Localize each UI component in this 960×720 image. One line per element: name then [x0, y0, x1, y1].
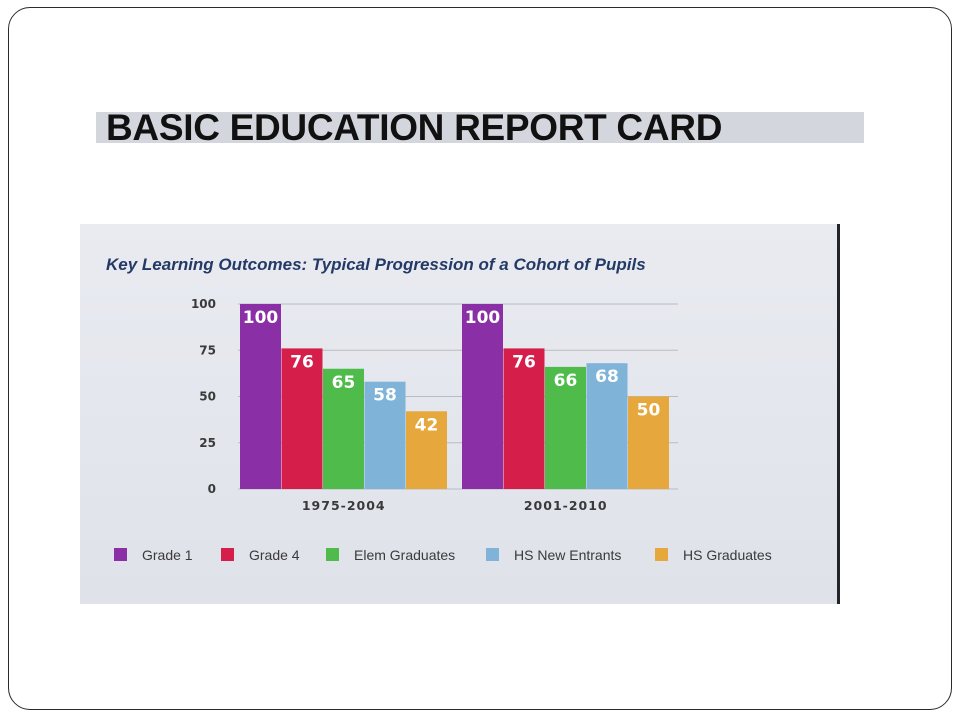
legend-swatch — [114, 548, 127, 561]
y-tick-label: 25 — [199, 436, 216, 450]
bar-value-label: 66 — [554, 371, 578, 391]
bar — [462, 304, 503, 489]
bar-value-label: 76 — [512, 352, 536, 372]
chart-image: Key Learning Outcomes: Typical Progressi… — [80, 224, 840, 604]
bar — [240, 304, 281, 489]
bar-chart: Key Learning Outcomes: Typical Progressi… — [80, 224, 837, 604]
bar — [323, 368, 364, 489]
y-tick-label: 75 — [199, 343, 216, 357]
legend-label: Grade 1 — [142, 547, 193, 563]
bar — [586, 363, 628, 489]
bar-value-label: 100 — [243, 308, 279, 328]
slide-title: BASIC EDUCATION REPORT CARD — [106, 112, 723, 143]
y-axis-ticks: 0 25 50 75 100 — [191, 297, 216, 496]
x-axis-categories: 1975-2004 2001-2010 — [302, 498, 608, 513]
bar — [545, 366, 586, 489]
legend-swatch — [221, 548, 234, 561]
bar — [503, 348, 545, 489]
chart-background — [80, 224, 837, 604]
legend-swatch — [486, 548, 499, 561]
bar-value-label: 42 — [415, 415, 439, 435]
bar-value-label: 58 — [373, 386, 397, 406]
bar-value-label: 50 — [637, 401, 661, 421]
bar-value-label: 100 — [465, 308, 501, 328]
legend-label: HS New Entrants — [514, 547, 621, 563]
bar-value-label: 68 — [595, 367, 619, 387]
legend-label: Elem Graduates — [354, 547, 455, 563]
legend-label: Grade 4 — [249, 547, 300, 563]
x-category-label: 1975-2004 — [302, 498, 386, 513]
bar — [406, 411, 447, 489]
bar — [281, 348, 323, 489]
legend-label: HS Graduates — [683, 547, 772, 563]
legend-swatch — [326, 548, 339, 561]
legend: Grade 1 Grade 4 Elem Graduates HS New Entra… — [114, 547, 772, 563]
x-category-label: 2001-2010 — [524, 498, 608, 513]
bars: 100 76 65 58 42 100 76 66 68 50 — [240, 304, 669, 489]
chart-title: Key Learning Outcomes: Typical Progressi… — [106, 255, 646, 274]
y-tick-label: 0 — [208, 482, 216, 496]
bar — [364, 381, 406, 489]
bar-value-label: 65 — [332, 373, 356, 393]
bar — [628, 396, 669, 489]
y-tick-label: 100 — [191, 297, 216, 311]
y-tick-label: 50 — [199, 390, 216, 404]
slide-title-band: BASIC EDUCATION REPORT CARD — [96, 112, 864, 143]
legend-swatch — [655, 548, 668, 561]
bar-value-label: 76 — [290, 352, 314, 372]
